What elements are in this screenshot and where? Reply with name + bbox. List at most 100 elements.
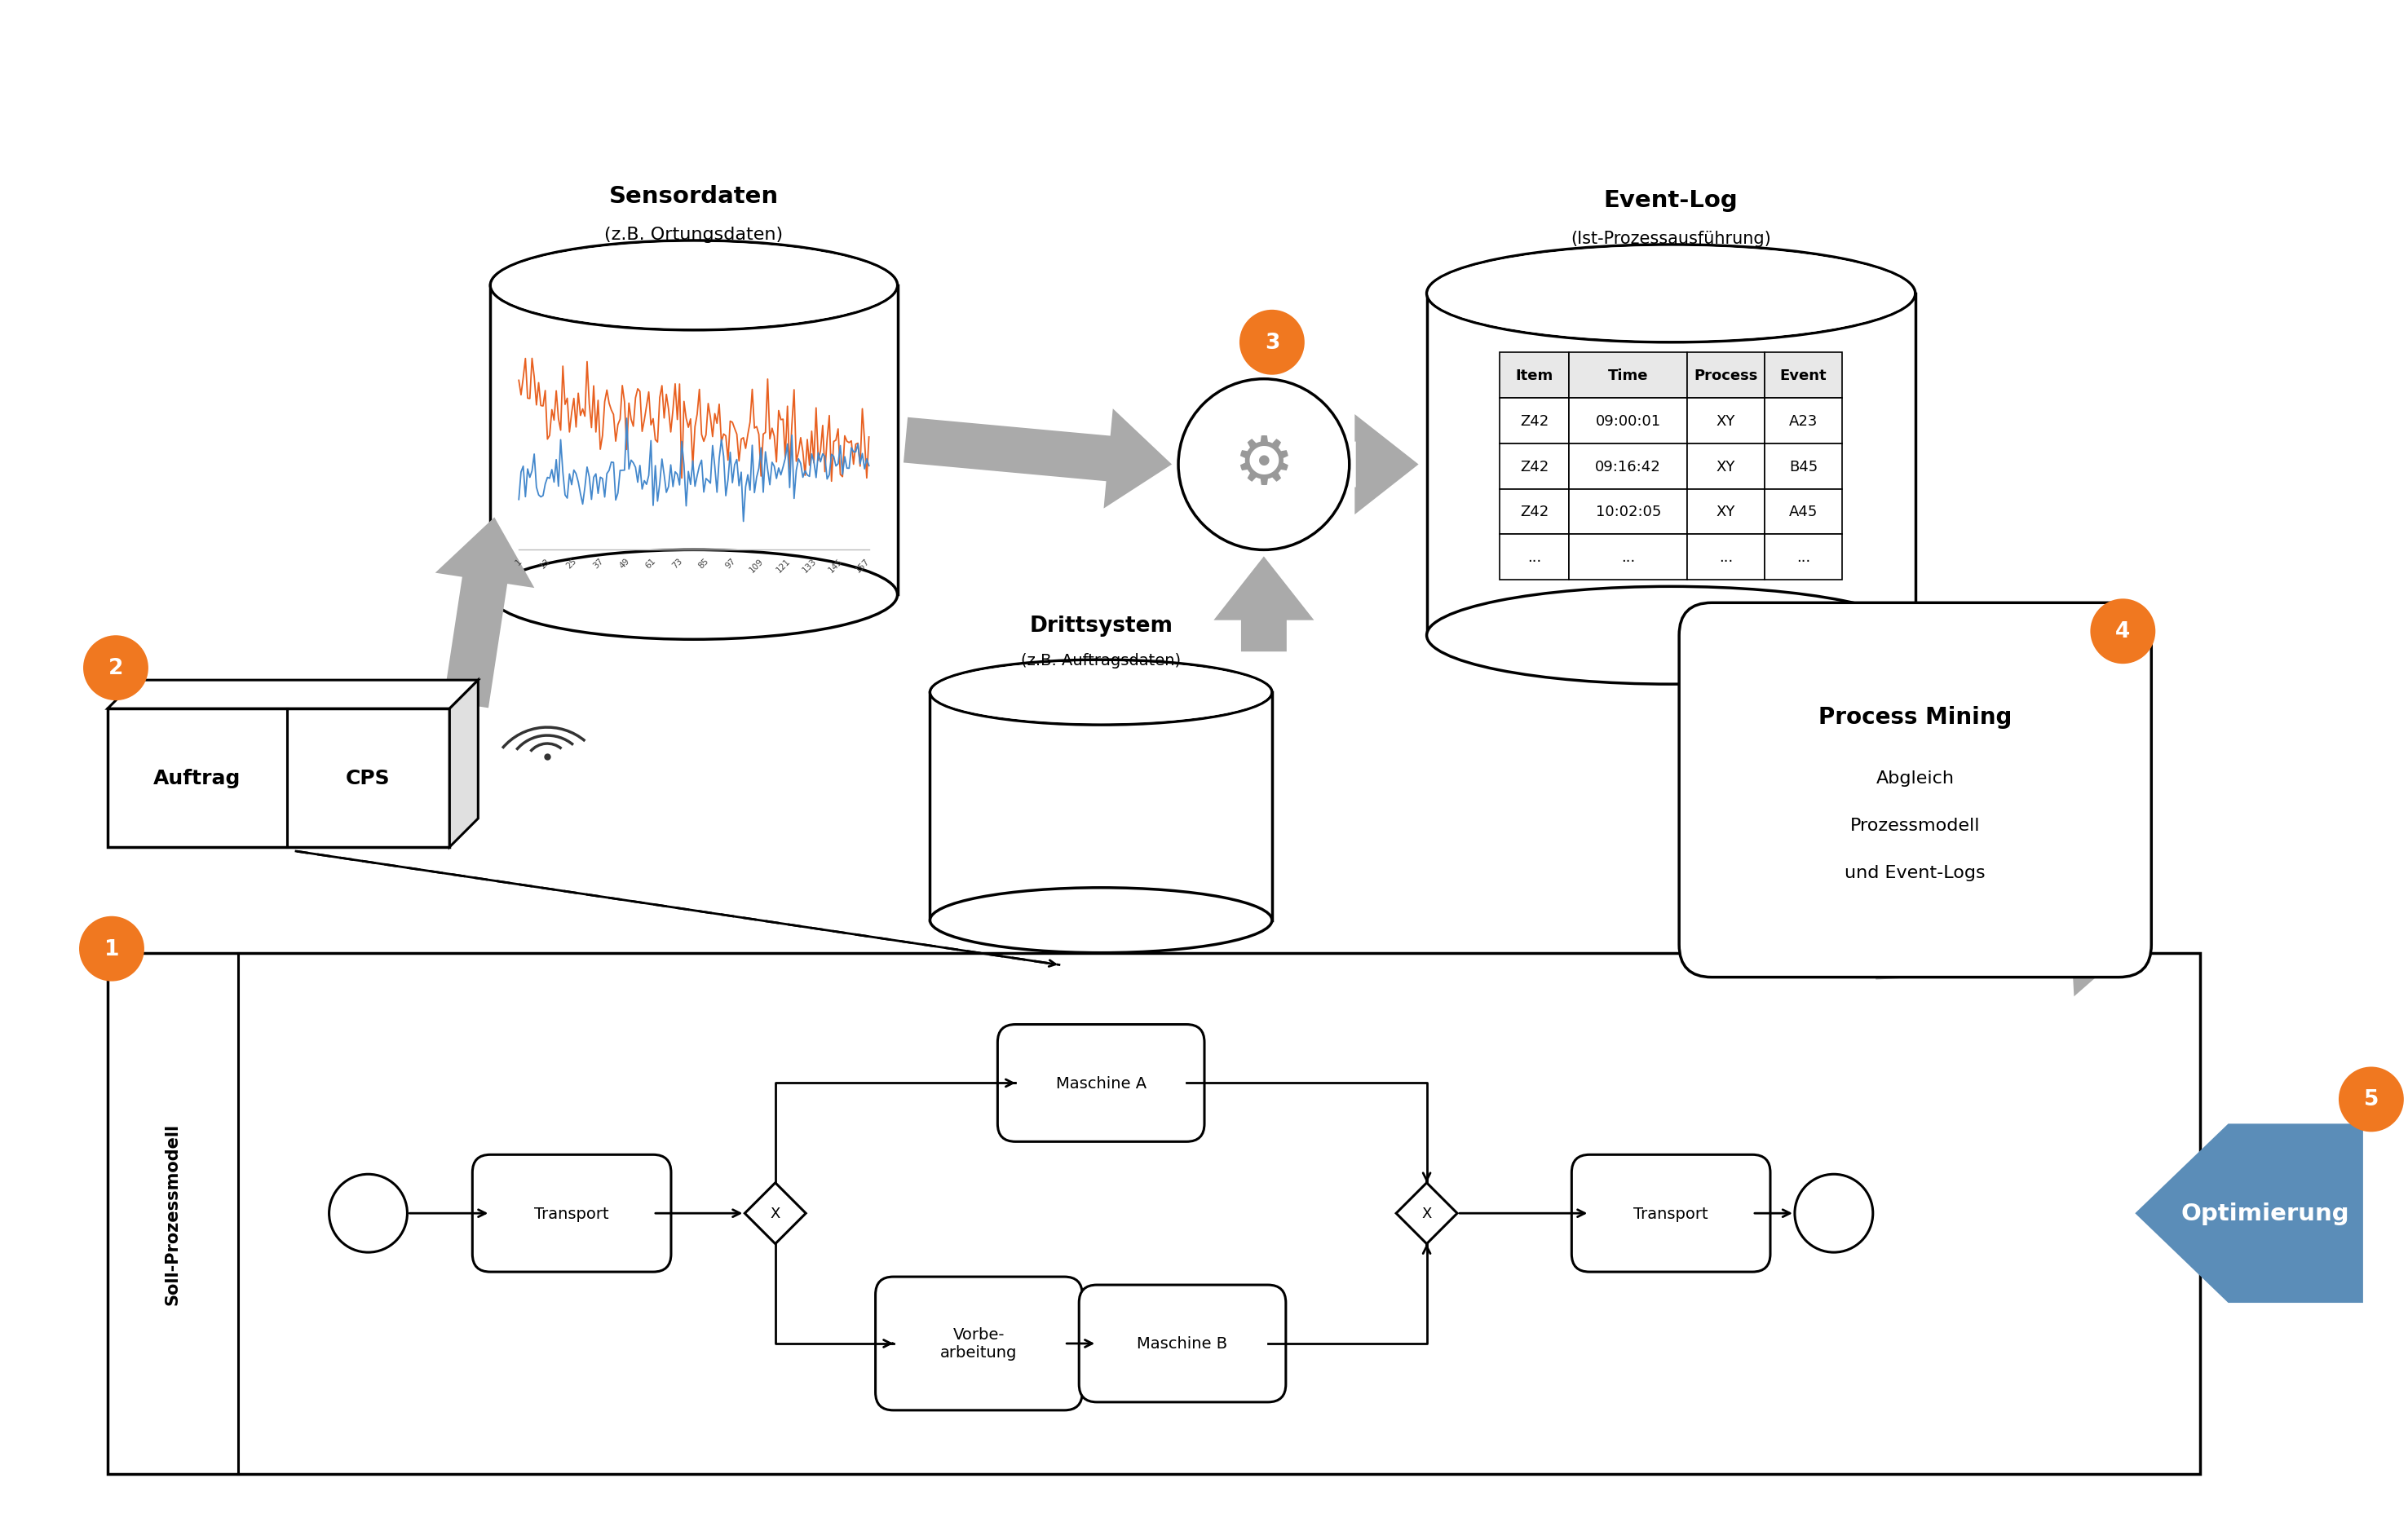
Text: 09:16:42: 09:16:42 <box>1594 459 1662 474</box>
Circle shape <box>1794 1175 1873 1252</box>
Text: Drittsystem: Drittsystem <box>1028 616 1173 636</box>
Text: 1: 1 <box>104 938 120 959</box>
Text: (z.B. Auftragsdaten): (z.B. Auftragsdaten) <box>1021 653 1180 668</box>
Bar <box>1500 399 1570 444</box>
Bar <box>1765 534 1842 581</box>
Polygon shape <box>2136 1124 2362 1303</box>
Text: Optimierung: Optimierung <box>2182 1203 2350 1224</box>
Text: Item: Item <box>1515 368 1553 383</box>
Circle shape <box>1178 379 1348 550</box>
Text: ⚙: ⚙ <box>1233 431 1296 497</box>
FancyBboxPatch shape <box>877 1277 1081 1411</box>
Ellipse shape <box>1426 587 1914 685</box>
Text: ...: ... <box>1621 550 1635 565</box>
Polygon shape <box>1397 1183 1457 1244</box>
Text: 97: 97 <box>722 557 737 570</box>
Text: 73: 73 <box>672 557 684 570</box>
Polygon shape <box>1873 896 2136 996</box>
Text: Sensordaten: Sensordaten <box>609 185 778 208</box>
Text: Vorbe-
arbeitung: Vorbe- arbeitung <box>942 1327 1016 1360</box>
Text: Event-Log: Event-Log <box>1604 189 1739 213</box>
Polygon shape <box>1356 414 1418 514</box>
Text: (Ist-Prozessausführung): (Ist-Prozessausführung) <box>1570 231 1772 246</box>
Circle shape <box>1240 310 1305 376</box>
Text: Z42: Z42 <box>1519 505 1548 519</box>
Text: Prozessmodell: Prozessmodell <box>1849 818 1979 833</box>
Text: 85: 85 <box>696 557 710 570</box>
Polygon shape <box>491 286 898 594</box>
Text: A23: A23 <box>1789 414 1818 428</box>
Polygon shape <box>1426 294 1914 636</box>
Text: (z.B. Ortungsdaten): (z.B. Ortungsdaten) <box>604 226 783 243</box>
FancyBboxPatch shape <box>1572 1155 1770 1272</box>
Polygon shape <box>450 681 479 847</box>
Bar <box>1688 490 1765 534</box>
Text: ...: ... <box>1527 550 1541 565</box>
Text: 25: 25 <box>566 557 578 570</box>
Bar <box>1570 534 1688 581</box>
Text: 133: 133 <box>802 557 819 574</box>
Text: 49: 49 <box>619 557 631 570</box>
Bar <box>108 708 450 847</box>
Bar <box>1765 399 1842 444</box>
Polygon shape <box>903 410 1173 510</box>
FancyBboxPatch shape <box>997 1024 1204 1141</box>
Text: Maschine A: Maschine A <box>1055 1075 1146 1090</box>
Bar <box>1500 534 1570 581</box>
Text: 109: 109 <box>749 557 766 574</box>
Ellipse shape <box>1426 245 1914 343</box>
Text: XY: XY <box>1717 505 1736 519</box>
Text: XY: XY <box>1717 414 1736 428</box>
Text: 61: 61 <box>645 557 657 570</box>
Bar <box>1688 353 1765 399</box>
Text: Soll-Prozessmodell: Soll-Prozessmodell <box>164 1123 181 1304</box>
Bar <box>1765 353 1842 399</box>
Polygon shape <box>1693 670 1780 750</box>
Ellipse shape <box>929 889 1271 953</box>
Text: 121: 121 <box>775 557 792 574</box>
Ellipse shape <box>932 662 1271 724</box>
Polygon shape <box>929 693 1271 921</box>
Text: Z42: Z42 <box>1519 459 1548 474</box>
Ellipse shape <box>1428 246 1914 342</box>
Bar <box>1500 444 1570 490</box>
Text: Transport: Transport <box>535 1206 609 1221</box>
Bar <box>1688 444 1765 490</box>
Bar <box>1765 444 1842 490</box>
Text: Z42: Z42 <box>1519 414 1548 428</box>
Text: Abgleich: Abgleich <box>1876 770 1955 787</box>
Text: XY: XY <box>1717 459 1736 474</box>
Bar <box>108 953 2201 1474</box>
Ellipse shape <box>491 243 896 330</box>
FancyBboxPatch shape <box>472 1155 672 1272</box>
Text: Process: Process <box>1693 368 1758 383</box>
FancyBboxPatch shape <box>1678 604 2150 978</box>
Circle shape <box>84 636 149 701</box>
Text: CPS: CPS <box>347 768 390 788</box>
Text: Time: Time <box>1609 368 1649 383</box>
Bar <box>1570 353 1688 399</box>
Text: A45: A45 <box>1789 505 1818 519</box>
Text: 13: 13 <box>539 557 551 570</box>
Bar <box>1765 490 1842 534</box>
Ellipse shape <box>929 661 1271 725</box>
Bar <box>1688 534 1765 581</box>
Text: X: X <box>771 1206 780 1221</box>
Text: ...: ... <box>1796 550 1811 565</box>
Text: 09:00:01: 09:00:01 <box>1597 414 1662 428</box>
Bar <box>1570 490 1688 534</box>
Text: 4: 4 <box>2117 621 2131 642</box>
Text: Transport: Transport <box>1633 1206 1707 1221</box>
Circle shape <box>330 1175 407 1252</box>
Bar <box>1688 399 1765 444</box>
Bar <box>1500 353 1570 399</box>
Circle shape <box>79 916 144 981</box>
Ellipse shape <box>491 242 898 331</box>
Bar <box>1570 444 1688 490</box>
Text: 157: 157 <box>855 557 872 574</box>
Polygon shape <box>108 681 479 708</box>
Ellipse shape <box>491 550 898 639</box>
Text: Maschine B: Maschine B <box>1137 1335 1228 1351</box>
Circle shape <box>2090 599 2155 664</box>
Text: Process Mining: Process Mining <box>1818 705 2013 728</box>
